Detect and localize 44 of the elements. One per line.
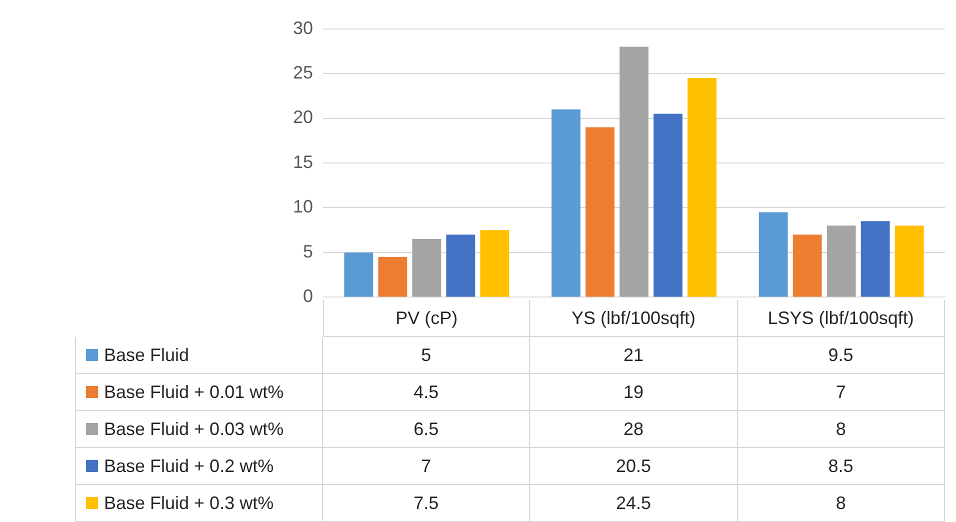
- bar: [826, 226, 856, 297]
- legend-label: Base Fluid + 0.01 wt%: [104, 382, 284, 402]
- data-label: 21: [530, 337, 738, 374]
- x-tick-label: PV (cP): [323, 300, 530, 337]
- bar: [894, 226, 924, 297]
- bar: [688, 78, 716, 297]
- y-tick-label: 10: [292, 196, 313, 217]
- data-label: 8: [738, 411, 945, 448]
- bar: [654, 114, 682, 297]
- y-tick-label: 5: [302, 241, 313, 262]
- legend-label: Base Fluid + 0.3 wt%: [104, 492, 274, 514]
- legend-label: Base Fluid + 0.2 wt%: [104, 456, 274, 476]
- bar: [758, 212, 788, 297]
- x-tick-label: LSYS (lbf/100sqft): [738, 300, 945, 337]
- data-label: 7: [738, 374, 945, 411]
- bar: [552, 109, 580, 297]
- bar: [792, 234, 822, 297]
- data-label: 4.5: [323, 374, 530, 411]
- legend-label: Base Fluid: [104, 344, 190, 366]
- data-label: 8.5: [738, 448, 945, 485]
- data-label: 9.5: [738, 337, 945, 374]
- data-label: 20.5: [530, 448, 738, 485]
- data-label: 6.5: [323, 411, 530, 448]
- y-tick-label: 25: [292, 62, 313, 82]
- y-tick-label: 30: [292, 18, 313, 38]
- bar: [586, 127, 614, 297]
- data-label: 28: [530, 411, 738, 448]
- bar: [620, 46, 648, 297]
- bar: [480, 230, 510, 297]
- data-label: 7.5: [323, 485, 530, 522]
- legend-label: Base Fluid + 0.03 wt%: [104, 418, 284, 440]
- y-tick-label: 20: [292, 107, 313, 128]
- bar: [378, 256, 408, 297]
- data-label: 24.5: [530, 485, 738, 522]
- y-tick-label: 0: [302, 286, 313, 306]
- data-label: 7: [323, 448, 530, 485]
- bar: [446, 234, 476, 297]
- y-tick-label: 15: [292, 152, 313, 172]
- bar: [344, 252, 374, 297]
- data-label: 19: [530, 374, 738, 411]
- bar: [860, 221, 890, 297]
- bar: [412, 239, 442, 297]
- x-tick-label: YS (lbf/100sqft): [530, 300, 738, 337]
- data-label: 8: [738, 485, 945, 522]
